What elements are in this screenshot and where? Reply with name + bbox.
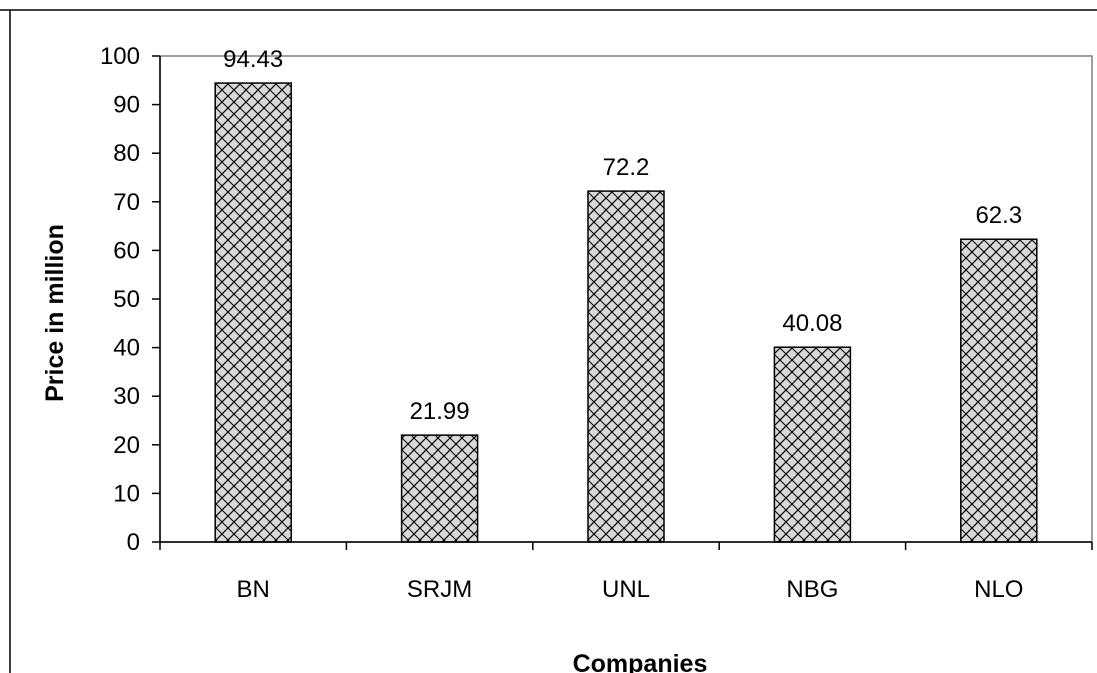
x-axis-title: Companies <box>573 650 708 673</box>
y-tick-label: 60 <box>113 237 140 264</box>
x-tick-label-nlo: NLO <box>974 576 1023 603</box>
x-tick-label-unl: UNL <box>602 576 650 603</box>
data-label-nbg: 40.08 <box>782 310 842 337</box>
bar-nlo <box>960 238 1038 543</box>
data-label-unl: 72.2 <box>603 154 650 181</box>
bar-unl <box>587 190 665 543</box>
data-label-bn: 94.43 <box>223 46 283 73</box>
x-tick-label-srjm: SRJM <box>407 576 472 603</box>
y-tick-label: 50 <box>113 286 140 313</box>
y-tick-label: 80 <box>113 140 140 167</box>
y-tick-label: 90 <box>113 92 140 119</box>
x-axis: BN SRJM UNL NBG NLO <box>159 542 1093 603</box>
y-tick-label: 20 <box>113 432 140 459</box>
data-labels: 94.43 21.99 72.2 40.08 62.3 <box>223 46 1022 425</box>
y-tick-label: 40 <box>113 335 140 362</box>
x-tick-label-nbg: NBG <box>786 576 838 603</box>
x-tick-label-bn: BN <box>237 576 270 603</box>
y-axis: 0 10 20 30 40 50 60 70 80 90 100 <box>100 43 160 556</box>
y-tick-label: 100 <box>100 43 140 70</box>
y-tick-label: 30 <box>113 383 140 410</box>
bar-srjm <box>400 434 479 543</box>
y-axis-title: Price in million <box>41 224 69 402</box>
data-label-nlo: 62.3 <box>975 202 1022 229</box>
y-tick-label: 0 <box>127 529 140 556</box>
data-label-srjm: 21.99 <box>410 398 470 425</box>
bar-series <box>214 82 1038 543</box>
y-tick-label: 10 <box>113 480 140 507</box>
bar-nbg <box>773 346 852 543</box>
bar-bn <box>214 82 292 543</box>
y-tick-label: 70 <box>113 189 140 216</box>
